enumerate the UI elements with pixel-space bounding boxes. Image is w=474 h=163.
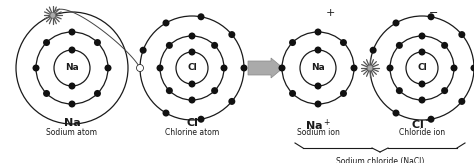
- Circle shape: [419, 96, 426, 104]
- Circle shape: [94, 90, 101, 97]
- Circle shape: [163, 110, 170, 117]
- Circle shape: [419, 49, 426, 55]
- Circle shape: [315, 82, 321, 89]
- Circle shape: [315, 101, 321, 108]
- Circle shape: [228, 98, 235, 105]
- Circle shape: [198, 116, 204, 123]
- Circle shape: [315, 29, 321, 36]
- Text: +: +: [325, 8, 335, 18]
- Circle shape: [419, 32, 426, 39]
- Circle shape: [315, 46, 321, 53]
- Circle shape: [367, 65, 373, 71]
- Circle shape: [392, 19, 400, 26]
- Text: Cl$^-$: Cl$^-$: [411, 118, 433, 130]
- Circle shape: [396, 42, 403, 49]
- Circle shape: [104, 65, 111, 72]
- Circle shape: [289, 90, 296, 97]
- Circle shape: [166, 42, 173, 49]
- Circle shape: [137, 65, 144, 72]
- Text: Cl: Cl: [417, 64, 427, 73]
- Text: Na: Na: [64, 118, 81, 128]
- Circle shape: [340, 39, 347, 46]
- Circle shape: [43, 90, 50, 97]
- Circle shape: [189, 81, 195, 88]
- Circle shape: [69, 29, 75, 36]
- Circle shape: [69, 46, 75, 53]
- Circle shape: [69, 101, 75, 108]
- Circle shape: [392, 110, 400, 117]
- Text: Cl: Cl: [186, 118, 198, 128]
- Circle shape: [43, 39, 50, 46]
- Circle shape: [340, 90, 347, 97]
- Circle shape: [350, 65, 357, 72]
- Circle shape: [428, 116, 435, 123]
- Circle shape: [458, 98, 465, 105]
- Text: Na$^+$: Na$^+$: [305, 118, 331, 133]
- Circle shape: [441, 42, 448, 49]
- Text: Chlorine atom: Chlorine atom: [165, 128, 219, 137]
- Text: Na: Na: [311, 64, 325, 73]
- Circle shape: [289, 39, 296, 46]
- Circle shape: [471, 65, 474, 72]
- Circle shape: [163, 19, 170, 26]
- Circle shape: [419, 81, 426, 88]
- Circle shape: [228, 31, 235, 38]
- Text: Sodium ion: Sodium ion: [297, 128, 339, 137]
- Circle shape: [189, 32, 195, 39]
- Text: −: −: [429, 8, 439, 18]
- Circle shape: [441, 87, 448, 94]
- Circle shape: [189, 49, 195, 55]
- Circle shape: [33, 65, 39, 72]
- Text: Cl: Cl: [187, 64, 197, 73]
- Circle shape: [189, 96, 195, 104]
- Circle shape: [94, 39, 101, 46]
- Circle shape: [198, 13, 204, 20]
- Circle shape: [450, 65, 457, 72]
- Circle shape: [211, 42, 218, 49]
- Circle shape: [166, 87, 173, 94]
- Circle shape: [211, 87, 218, 94]
- Text: Chloride ion: Chloride ion: [399, 128, 445, 137]
- Circle shape: [140, 47, 146, 54]
- Circle shape: [458, 31, 465, 38]
- Circle shape: [279, 65, 285, 72]
- Circle shape: [386, 65, 393, 72]
- Circle shape: [220, 65, 228, 72]
- Polygon shape: [248, 58, 283, 78]
- Circle shape: [156, 65, 164, 72]
- Circle shape: [240, 65, 247, 72]
- Text: Na: Na: [65, 64, 79, 73]
- Circle shape: [428, 13, 435, 20]
- Circle shape: [69, 82, 75, 89]
- Text: Sodium atom: Sodium atom: [46, 128, 98, 137]
- Text: Sodium chloride (NaCl): Sodium chloride (NaCl): [336, 157, 424, 163]
- Circle shape: [370, 47, 377, 54]
- Circle shape: [50, 13, 56, 18]
- Circle shape: [396, 87, 403, 94]
